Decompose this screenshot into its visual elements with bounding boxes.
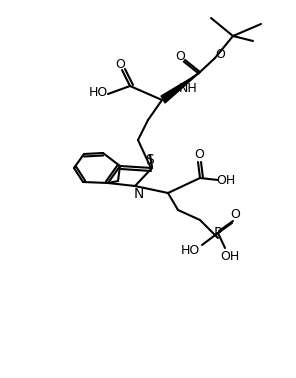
- Text: O: O: [175, 50, 185, 62]
- Text: HO: HO: [89, 87, 108, 99]
- Text: OH: OH: [216, 174, 236, 186]
- Polygon shape: [161, 74, 198, 103]
- Text: S: S: [146, 153, 155, 167]
- Text: P: P: [214, 226, 222, 240]
- Text: O: O: [115, 57, 125, 71]
- Text: NH: NH: [178, 82, 197, 96]
- Text: HO: HO: [180, 243, 200, 257]
- Text: OH: OH: [221, 249, 240, 262]
- Text: N: N: [134, 187, 144, 201]
- Text: O: O: [215, 48, 225, 60]
- Text: O: O: [194, 149, 204, 161]
- Text: O: O: [230, 209, 240, 222]
